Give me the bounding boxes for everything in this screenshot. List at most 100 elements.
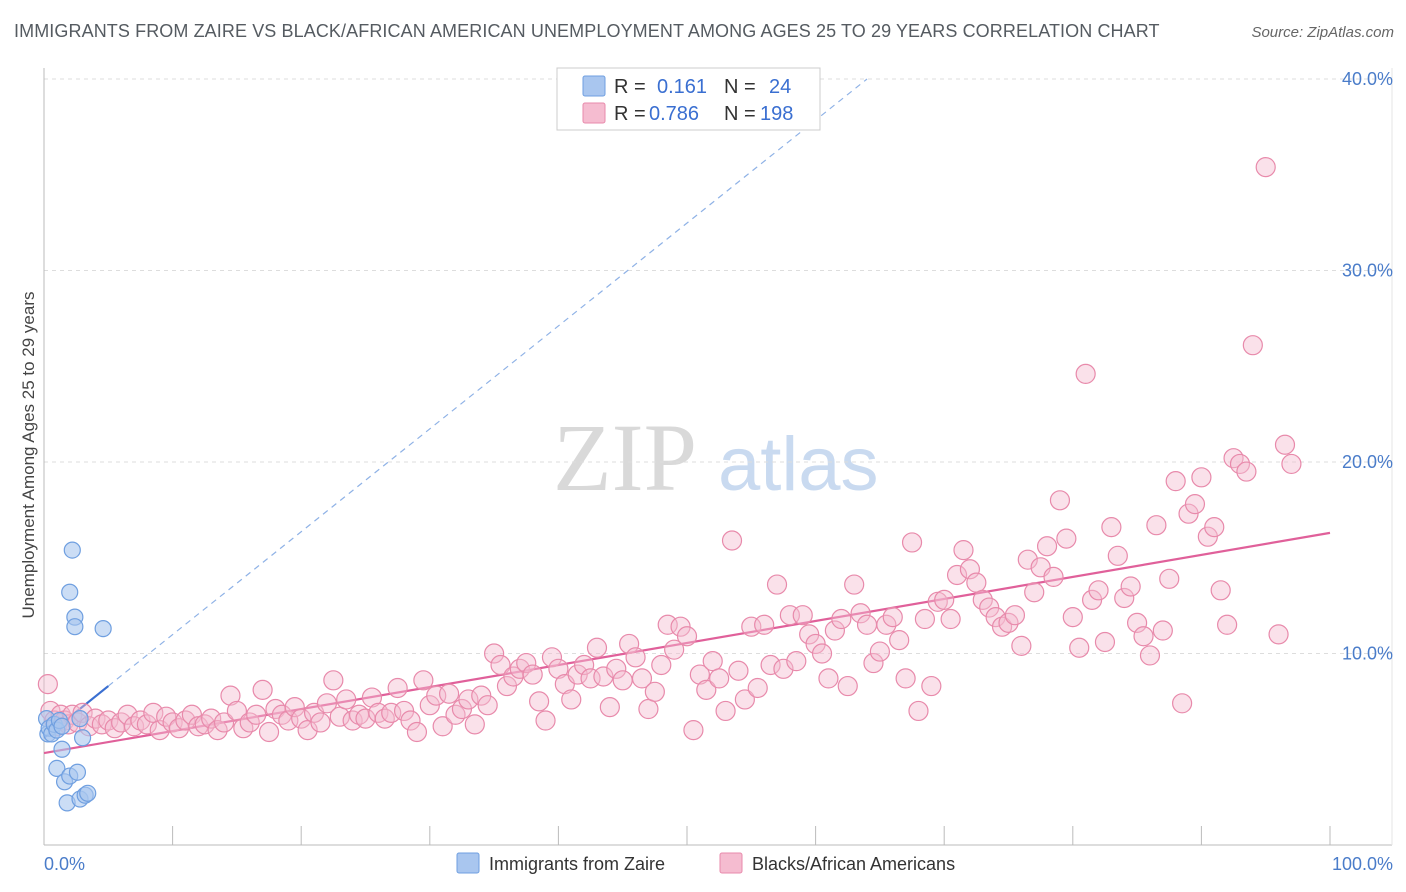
pink-point-98 [644, 681, 665, 702]
pink-point-147 [959, 559, 981, 580]
pink-point-163 [1062, 607, 1083, 628]
blue-point-16 [66, 618, 84, 636]
blue-point-8 [48, 759, 66, 778]
pink-point-93 [612, 670, 633, 691]
pink-point-137 [895, 668, 916, 689]
pink-point-89 [586, 637, 608, 658]
pink-point-125 [818, 668, 839, 689]
legend-n-label-pink: N = [724, 103, 756, 125]
pink-point-79 [522, 664, 543, 685]
pink-point-54 [361, 687, 383, 708]
pink-point-187 [1217, 614, 1238, 635]
pink-point-128 [837, 675, 858, 697]
pink-point-175 [1139, 645, 1161, 666]
pink-point-94 [619, 633, 640, 655]
pink-point-165 [1075, 363, 1096, 385]
pink-point-16 [117, 704, 138, 725]
pink-point-62 [413, 670, 434, 691]
pink-point-162 [1056, 528, 1077, 549]
pink-point-136 [889, 629, 910, 651]
blue-point-20 [73, 729, 92, 747]
pink-point-61 [406, 721, 428, 743]
x-tick-label-start: 0.0% [44, 854, 85, 874]
chart-title: IMMIGRANTS FROM ZAIRE VS BLACK/AFRICAN A… [14, 21, 1160, 41]
pink-point-185 [1204, 517, 1225, 538]
pink-point-178 [1159, 568, 1180, 589]
pink-point-47 [316, 693, 338, 714]
pink-point-129 [844, 574, 865, 595]
pink-point-67 [445, 704, 466, 725]
pink-point-101 [664, 639, 685, 660]
pink-point-143 [934, 589, 955, 610]
pink-point-19 [136, 714, 157, 735]
pink-point-92 [606, 658, 627, 679]
pink-point-183 [1191, 467, 1212, 488]
pink-point-114 [747, 677, 768, 699]
pink-point-110 [721, 530, 743, 551]
pink-point-179 [1165, 471, 1186, 492]
pink-point-154 [1004, 605, 1026, 626]
pink-trend-line [43, 531, 1331, 755]
pink-point-144 [940, 608, 961, 630]
pink-point-133 [869, 641, 891, 662]
blue-series-points [37, 541, 112, 812]
pink-point-121 [792, 605, 813, 626]
pink-point-194 [1274, 434, 1296, 455]
blue-point-23 [94, 620, 112, 638]
pink-point-17 [123, 716, 145, 737]
pink-point-18 [130, 710, 151, 731]
pink-point-65 [432, 716, 453, 737]
pink-point-180 [1172, 693, 1193, 714]
pink-point-32 [220, 685, 241, 706]
pink-point-191 [1242, 335, 1263, 356]
pink-point-160 [1043, 566, 1064, 588]
pink-point-176 [1146, 515, 1167, 536]
pink-point-161 [1049, 490, 1071, 511]
pink-point-70 [464, 714, 485, 735]
pink-point-72 [477, 695, 498, 716]
pink-point-115 [754, 614, 775, 635]
pink-point-91 [599, 697, 620, 718]
pink-point-43 [291, 708, 312, 729]
pink-point-117 [766, 574, 788, 595]
y-tick-label-0: 10.0% [1342, 644, 1393, 664]
pink-point-116 [760, 654, 781, 676]
blue-point-14 [61, 583, 79, 601]
pink-point-126 [824, 620, 845, 641]
pink-point-130 [850, 603, 871, 624]
blue-point-22 [79, 784, 97, 802]
pink-point-132 [863, 652, 884, 674]
blue-trend-extension [107, 78, 868, 687]
pink-point-120 [786, 651, 807, 672]
pink-point-171 [1114, 587, 1135, 609]
pink-point-109 [715, 700, 736, 722]
pink-point-105 [689, 664, 710, 685]
pink-point-51 [342, 710, 363, 731]
blue-point-7 [53, 717, 71, 735]
pink-point-25 [175, 710, 196, 731]
y-axis-title: Unemployment Among Ages 25 to 29 years [19, 292, 38, 619]
legend-n-value-pink: 198 [760, 103, 793, 125]
pink-point-31 [213, 712, 235, 733]
legend-r-value-blue: 0.161 [657, 76, 707, 98]
pink-point-139 [908, 700, 929, 722]
bottom-legend-swatch-blue [456, 852, 480, 874]
pink-point-156 [1017, 549, 1038, 570]
pink-point-41 [278, 710, 299, 731]
pink-point-112 [734, 689, 755, 710]
source-credit: Source: ZipAtlas.com [1251, 24, 1394, 41]
pink-point-36 [246, 704, 267, 725]
pink-point-60 [400, 710, 421, 731]
pink-point-188 [1223, 448, 1244, 469]
blue-point-17 [68, 763, 87, 781]
pink-point-127 [831, 608, 852, 630]
pink-point-152 [991, 616, 1013, 637]
pink-point-66 [438, 683, 460, 704]
pink-point-48 [323, 670, 344, 691]
pink-point-77 [509, 658, 530, 679]
pink-point-95 [625, 647, 646, 668]
legend-swatch-blue [582, 75, 606, 97]
y-tick-label-2: 30.0% [1342, 261, 1393, 281]
pink-point-81 [535, 710, 556, 731]
